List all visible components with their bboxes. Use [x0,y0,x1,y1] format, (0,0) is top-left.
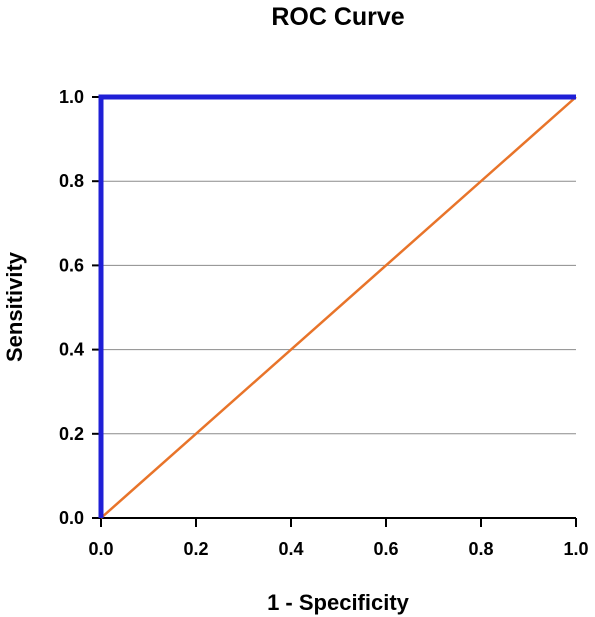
y-tick-label: 0.6 [59,255,84,275]
x-tick-labels: 0.0 0.2 0.4 0.6 0.8 1.0 [88,539,588,559]
y-tick-labels: 0.0 0.2 0.4 0.6 0.8 1.0 [59,87,84,528]
y-tick-label: 0.0 [59,508,84,528]
reference-diagonal-line [100,96,577,519]
grid-lines [101,96,576,435]
x-tick-label: 1.0 [563,539,588,559]
y-tick-label: 0.4 [59,340,84,360]
chart-title: ROC Curve [271,3,404,31]
y-tick-label: 0.2 [59,424,84,444]
x-axis-title: 1 - Specificity [267,590,410,615]
roc-curve-line [98,94,576,518]
x-tick-label: 0.4 [278,539,303,559]
x-tick-label: 0.8 [468,539,493,559]
y-tick-label: 0.8 [59,171,84,191]
y-tick-label: 1.0 [59,87,84,107]
x-tick-label: 0.2 [183,539,208,559]
x-tick-label: 0.6 [373,539,398,559]
series-lines [98,94,577,519]
y-axis-title: Sensitivity [2,251,27,362]
x-tick-label: 0.0 [88,539,113,559]
